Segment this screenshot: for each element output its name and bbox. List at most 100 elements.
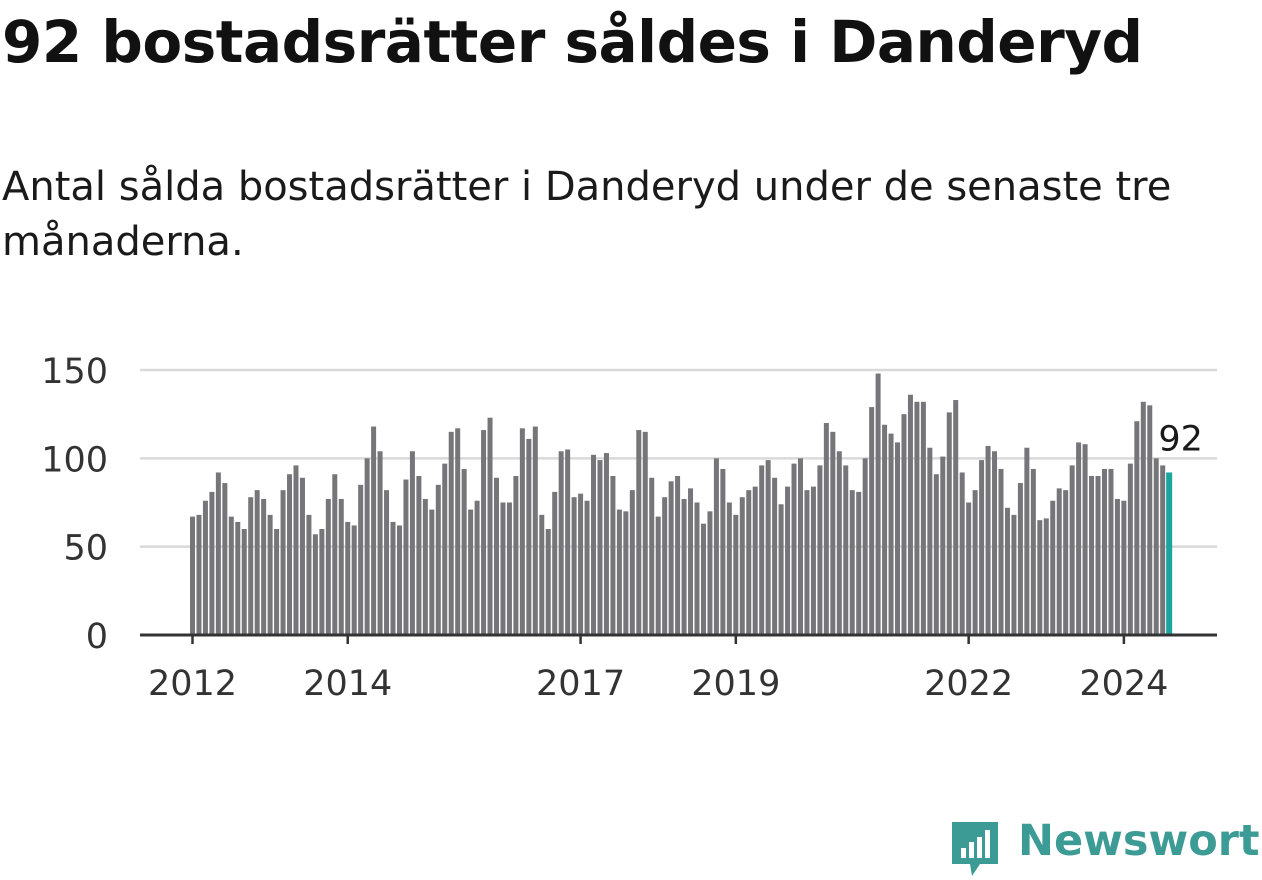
bar: [901, 414, 907, 635]
bar: [817, 465, 823, 635]
bar: [215, 472, 221, 635]
bar: [1024, 447, 1030, 635]
bar: [797, 458, 803, 635]
y-tick-label: 150: [41, 352, 108, 392]
bar: [506, 502, 512, 635]
bar: [772, 477, 778, 635]
bar: [1153, 458, 1159, 635]
x-tick-label-2012: 2012: [148, 664, 237, 704]
bar: [409, 451, 415, 635]
newsworthy-logo-icon: [952, 822, 998, 876]
newsworthy-logo-text: Newsworthy: [1018, 816, 1262, 866]
bar: [306, 514, 312, 635]
bar: [280, 490, 286, 635]
bar: [830, 431, 836, 635]
bar: [248, 497, 254, 635]
bar: [1056, 488, 1062, 635]
bar: [765, 460, 771, 635]
bar: [1095, 476, 1101, 635]
bar: [222, 483, 228, 635]
x-tick-label-2019: 2019: [691, 664, 780, 704]
bar: [325, 498, 331, 635]
bar: [571, 497, 577, 635]
bar: [979, 460, 985, 635]
bar: [1043, 518, 1049, 635]
bar: [1121, 500, 1127, 635]
bar: [1082, 444, 1088, 635]
bar: [920, 401, 926, 635]
bar: [1147, 405, 1153, 635]
bar: [196, 514, 202, 635]
bar: [1127, 463, 1133, 635]
bar: [1160, 465, 1166, 635]
x-tick-label-2022: 2022: [924, 664, 1013, 704]
bar: [299, 477, 305, 635]
bar: [649, 477, 655, 635]
bar: [274, 529, 280, 635]
bar: [578, 493, 584, 635]
bar: [966, 502, 972, 635]
bar: [468, 509, 474, 635]
bar: [1134, 421, 1140, 635]
bar: [351, 525, 357, 635]
bar: [1114, 498, 1120, 635]
bar: [759, 465, 765, 635]
bar: [396, 525, 402, 635]
bar: [584, 500, 590, 635]
bar: [823, 423, 829, 635]
bar: [371, 426, 377, 635]
bar: [319, 529, 325, 635]
bar: [202, 500, 208, 635]
bar: [836, 451, 842, 635]
bar: [493, 477, 499, 635]
bar: [267, 514, 273, 635]
y-tick-label: 0: [86, 617, 108, 657]
bar: [933, 474, 939, 635]
bar: [953, 400, 959, 635]
bar: [532, 426, 538, 635]
bar: [1069, 465, 1075, 635]
bar: [293, 465, 299, 635]
bar: [694, 502, 700, 635]
bar: [636, 430, 642, 635]
y-tick-label: 100: [41, 440, 108, 480]
bar: [1037, 520, 1043, 635]
bar: [629, 490, 635, 635]
bar: [662, 497, 668, 635]
bar: [726, 502, 732, 635]
bar: [545, 529, 551, 635]
bar: [1076, 442, 1082, 635]
bar: [384, 490, 390, 635]
bar: [688, 488, 694, 635]
bar: [442, 463, 448, 635]
bar: [364, 458, 370, 635]
bar: [190, 516, 195, 635]
bar: [785, 486, 791, 635]
highlight-value-label: 92: [1158, 419, 1203, 459]
bar: [513, 476, 519, 635]
bar: [959, 472, 965, 635]
bar: [985, 445, 991, 635]
bar: [791, 463, 797, 635]
bar: [403, 479, 409, 635]
bar: [882, 424, 888, 635]
bar: [261, 498, 267, 635]
bar: [526, 438, 532, 635]
bar: [1011, 514, 1017, 635]
bar: [668, 481, 674, 635]
bar: [241, 529, 247, 635]
bar: [623, 511, 629, 635]
bars: [190, 373, 1173, 635]
bar: [720, 468, 726, 635]
bar: [597, 460, 603, 635]
bar: [377, 451, 383, 635]
bar: [416, 476, 422, 635]
bar: [752, 486, 758, 635]
bar: [254, 490, 260, 635]
x-tick-label-2014: 2014: [303, 664, 392, 704]
bar: [235, 521, 241, 635]
bar: [209, 491, 215, 635]
bar: [390, 521, 396, 635]
bar: [914, 401, 920, 635]
bar: [869, 407, 875, 635]
